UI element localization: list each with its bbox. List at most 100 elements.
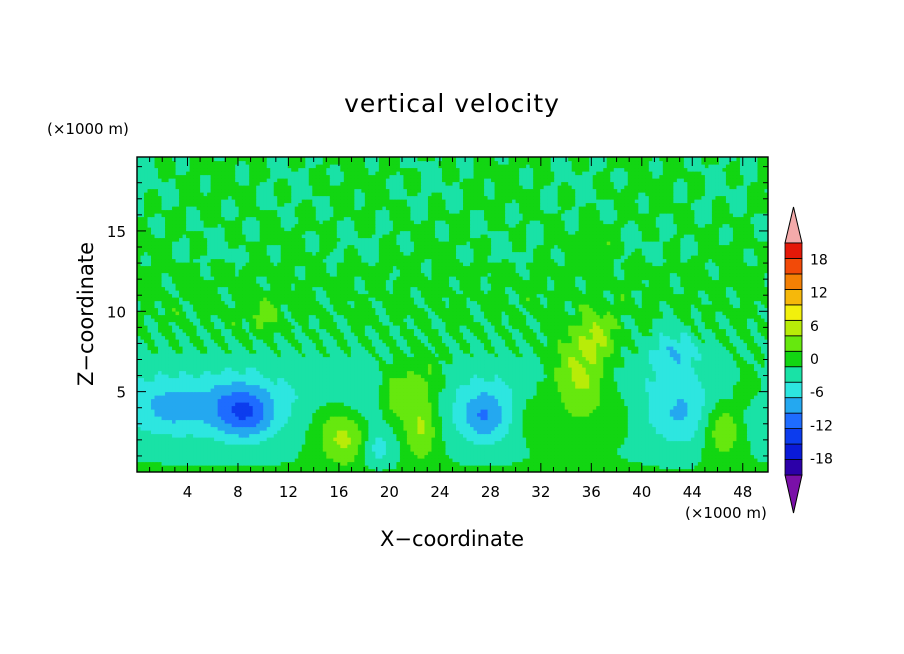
heatmap-cell — [459, 402, 464, 407]
heatmap-cell — [312, 458, 317, 463]
heatmap-cell — [575, 447, 580, 452]
heatmap-cell — [438, 444, 443, 449]
heatmap-cell — [701, 444, 706, 449]
heatmap-cell — [284, 461, 289, 466]
heatmap-cell — [760, 395, 766, 400]
heatmap-cell — [613, 388, 618, 393]
heatmap-cell — [466, 423, 471, 428]
heatmap-cell — [406, 444, 412, 449]
heatmap-cell — [270, 468, 275, 472]
heatmap-cell — [673, 468, 678, 472]
heatmap-cell — [715, 398, 720, 403]
heatmap-cell — [547, 426, 552, 431]
heatmap-cell — [533, 458, 538, 463]
heatmap-cell — [736, 377, 741, 382]
heatmap-cell — [200, 405, 205, 410]
heatmap-cell — [624, 419, 629, 424]
heatmap-cell — [557, 433, 562, 438]
heatmap-cell — [739, 444, 745, 449]
heatmap-cell — [140, 461, 145, 466]
heatmap-cell — [238, 447, 243, 452]
heatmap-cell — [389, 416, 394, 421]
heatmap-cell — [512, 391, 517, 396]
heatmap-cell — [760, 409, 766, 414]
heatmap-cell — [340, 409, 345, 414]
heatmap-cell — [214, 419, 219, 424]
heatmap-cell — [158, 374, 163, 379]
heatmap-cell — [480, 444, 485, 449]
heatmap-cell — [652, 437, 657, 442]
heatmap-cell — [746, 444, 752, 449]
heatmap-cell — [434, 458, 440, 463]
heatmap-cell — [308, 447, 313, 452]
heatmap-cell — [554, 458, 559, 463]
heatmap-cell — [582, 374, 587, 379]
heatmap-cell — [522, 384, 527, 389]
heatmap-cell — [417, 398, 422, 403]
heatmap-cell — [224, 391, 229, 396]
heatmap-cell — [238, 468, 243, 472]
heatmap-cell — [452, 409, 457, 414]
heatmap-cell — [519, 444, 524, 449]
heatmap-cell — [249, 384, 254, 389]
heatmap-cell — [676, 423, 681, 428]
heatmap-cell — [438, 395, 443, 400]
heatmap-cell — [326, 423, 331, 428]
heatmap-cell — [463, 419, 468, 424]
heatmap-cell — [634, 412, 639, 417]
heatmap-cell — [364, 419, 369, 424]
heatmap-cell — [175, 374, 180, 379]
heatmap-cell — [319, 377, 324, 382]
heatmap-cell — [329, 419, 334, 424]
heatmap-cell — [753, 461, 759, 466]
heatmap-cell — [711, 377, 717, 382]
heatmap-cell — [725, 458, 731, 463]
heatmap-cell — [736, 426, 741, 431]
heatmap-cell — [641, 458, 646, 463]
heatmap-cell — [207, 458, 212, 463]
heatmap-cell — [238, 454, 243, 459]
heatmap-cell — [508, 465, 513, 470]
heatmap-cell — [249, 458, 254, 463]
heatmap-cell — [161, 416, 166, 421]
heatmap-cell — [179, 374, 184, 379]
heatmap-cell — [259, 426, 264, 431]
heatmap-cell — [582, 412, 587, 417]
heatmap-cell — [736, 419, 741, 424]
heatmap-cell — [564, 402, 569, 407]
heatmap-cell — [711, 419, 717, 424]
heatmap-cell — [277, 437, 282, 442]
heatmap-cell — [207, 405, 212, 410]
heatmap-cell — [764, 377, 768, 382]
heatmap-cell — [403, 391, 408, 396]
heatmap-cell — [172, 381, 177, 386]
heatmap-cell — [189, 391, 194, 396]
heatmap-cell — [585, 398, 590, 403]
heatmap-cell — [378, 440, 383, 445]
heatmap-cell — [459, 377, 464, 382]
heatmap-cell — [284, 402, 289, 407]
heatmap-cell — [326, 416, 331, 421]
heatmap-cell — [519, 374, 524, 379]
heatmap-cell — [424, 433, 429, 438]
heatmap-cell — [484, 398, 489, 403]
heatmap-cell — [701, 451, 706, 456]
heatmap-cell — [631, 423, 636, 428]
heatmap-cell — [487, 465, 492, 470]
heatmap-cell — [298, 374, 303, 379]
heatmap-cell — [753, 412, 759, 417]
heatmap-cell — [242, 412, 247, 417]
heatmap-cell — [533, 430, 538, 435]
heatmap-cell — [305, 426, 310, 431]
heatmap-cell — [568, 405, 573, 410]
heatmap-cell — [620, 419, 625, 424]
heatmap-cell — [519, 465, 524, 470]
heatmap-cell — [434, 426, 440, 431]
heatmap-cell — [200, 402, 205, 407]
heatmap-cell — [203, 447, 208, 452]
heatmap-cell — [158, 451, 163, 456]
heatmap-cell — [441, 444, 447, 449]
heatmap-cell — [165, 454, 170, 459]
heatmap-cell — [662, 437, 667, 442]
heatmap-cell — [498, 381, 503, 386]
